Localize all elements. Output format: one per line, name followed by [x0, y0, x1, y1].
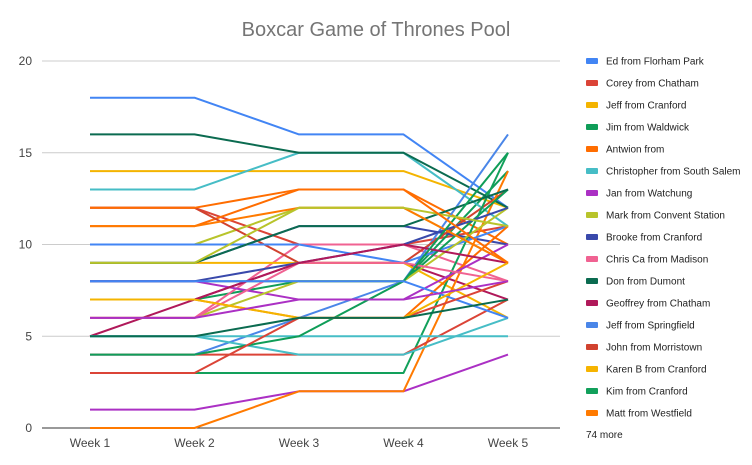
series-line [90, 298, 509, 356]
series-line [90, 188, 509, 264]
legend-label: Ed from Florham Park [606, 57, 705, 68]
x-tick-label: Week 5 [488, 436, 529, 450]
y-tick-label: 20 [19, 54, 33, 68]
y-tick-label: 15 [19, 146, 33, 160]
x-tick-label: Week 2 [174, 436, 215, 450]
x-tick-label: Week 3 [279, 436, 320, 450]
legend-swatch [586, 300, 598, 306]
series-line [90, 96, 509, 209]
series-line [90, 353, 509, 411]
legend-swatch [586, 256, 598, 262]
legend-label: Jim from Waldwick [606, 123, 690, 134]
legend-swatch [586, 234, 598, 240]
legend-label: Jan from Watchung [606, 189, 692, 200]
legend-swatch [586, 410, 598, 416]
legend-more-text[interactable]: 74 more [586, 430, 623, 441]
legend-swatch [586, 102, 598, 108]
y-tick-label: 0 [25, 421, 32, 435]
legend-label: Corey from Chatham [606, 79, 699, 90]
series-line [90, 170, 509, 429]
legend-swatch [586, 58, 598, 64]
legend-swatch [586, 168, 598, 174]
y-tick-label: 5 [25, 329, 32, 343]
legend-label: Christopher from South Salem [606, 167, 741, 178]
legend-swatch [586, 212, 598, 218]
x-tick-label: Week 4 [383, 436, 424, 450]
chart-title: Boxcar Game of Thrones Pool [242, 19, 511, 41]
legend-label: John from Morristown [606, 343, 702, 354]
legend-swatch [586, 80, 598, 86]
series-line [90, 280, 509, 319]
legend: Ed from Florham Park Corey from Chatham Je… [586, 57, 741, 420]
series-line [90, 152, 509, 356]
legend-label: Don from Dumont [606, 277, 685, 288]
series-line [90, 206, 509, 264]
y-axis-ticks: 0 5 10 15 20 [19, 54, 33, 435]
legend-label: Geoffrey from Chatham [606, 299, 710, 310]
legend-swatch [586, 366, 598, 372]
legend-swatch [586, 146, 598, 152]
legend-label: Antwion from [606, 145, 664, 156]
legend-swatch [586, 190, 598, 196]
legend-swatch [586, 322, 598, 328]
series-line [90, 170, 509, 209]
legend-label: Brooke from Cranford [606, 233, 702, 244]
legend-swatch [586, 278, 598, 284]
legend-label: Jeff from Springfield [606, 321, 695, 332]
x-axis-ticks: Week 1 Week 2 Week 3 Week 4 Week 5 [70, 436, 529, 450]
series-lines [89, 96, 509, 429]
legend-label: Matt from Westfield [606, 409, 692, 420]
series-line [90, 188, 509, 283]
y-tick-label: 10 [19, 238, 33, 252]
legend-swatch [586, 344, 598, 350]
series-line [90, 133, 509, 209]
legend-label: Mark from Convent Station [606, 211, 725, 222]
legend-swatch [586, 124, 598, 130]
series-line [90, 298, 509, 338]
legend-label: Kim from Cranford [606, 387, 688, 398]
legend-label: Jeff from Cranford [606, 101, 686, 112]
x-tick-label: Week 1 [70, 436, 111, 450]
legend-swatch [586, 388, 598, 394]
legend-label: Chris Ca from Madison [606, 255, 708, 266]
legend-label: Karen B from Cranford [606, 365, 707, 376]
